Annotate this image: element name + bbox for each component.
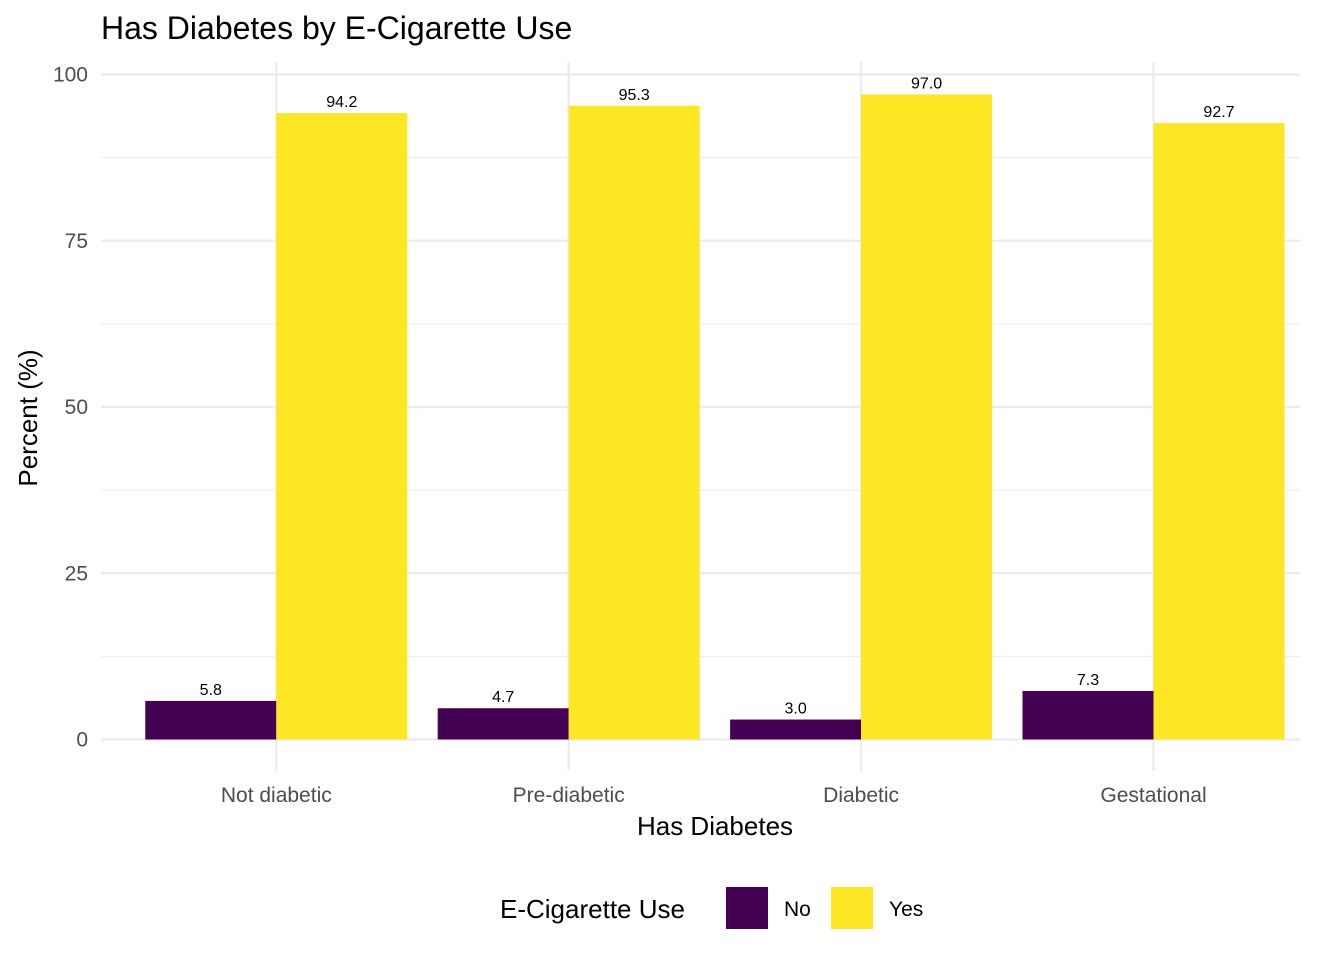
legend-key-yes [831, 887, 873, 929]
data-label: 95.3 [619, 87, 650, 104]
data-label: 3.0 [784, 701, 806, 718]
bars [145, 94, 1285, 740]
legend-title: E-Cigarette Use [500, 894, 685, 924]
bar-no-4 [1022, 690, 1154, 740]
x-axis: Not diabetic Pre-diabetic Diabetic Gestatio… [221, 784, 1207, 807]
y-tick-label: 100 [53, 64, 88, 87]
data-label: 5.8 [200, 682, 222, 699]
data-label: 7.3 [1077, 672, 1099, 689]
data-label: 97.0 [911, 75, 942, 92]
y-tick-label: 75 [65, 230, 88, 253]
legend-label-yes: Yes [889, 898, 923, 921]
data-label: 92.7 [1203, 104, 1234, 121]
y-tick-label: 50 [65, 396, 88, 419]
data-labels: 5.8 94.2 4.7 95.3 3.0 97.0 7.3 92.7 [200, 75, 1235, 717]
bar-no-1 [145, 700, 277, 740]
data-label: 4.7 [492, 689, 514, 706]
legend-items: No Yes [726, 887, 923, 929]
bar-yes-2 [568, 105, 700, 740]
y-axis: 0 25 50 75 100 [53, 64, 88, 752]
bar-yes-1 [276, 113, 408, 740]
bar-yes-3 [861, 94, 993, 740]
data-label: 94.2 [326, 94, 357, 111]
legend: E-Cigarette Use No Yes [500, 887, 923, 929]
y-tick-label: 0 [76, 729, 88, 752]
legend-key-no [726, 887, 768, 929]
legend-label-no: No [784, 898, 811, 921]
bar-no-3 [730, 719, 862, 740]
x-tick-label: Pre-diabetic [513, 784, 625, 807]
y-axis-title: Percent (%) [13, 349, 43, 486]
x-tick-label: Diabetic [823, 784, 899, 807]
x-tick-label: Not diabetic [221, 784, 332, 807]
chart-title: Has Diabetes by E-Cigarette Use [101, 10, 572, 46]
y-tick-label: 25 [65, 562, 88, 585]
bar-no-2 [437, 708, 569, 740]
x-axis-title: Has Diabetes [637, 811, 793, 841]
bar-yes-4 [1153, 123, 1285, 740]
x-tick-label: Gestational [1100, 784, 1206, 807]
